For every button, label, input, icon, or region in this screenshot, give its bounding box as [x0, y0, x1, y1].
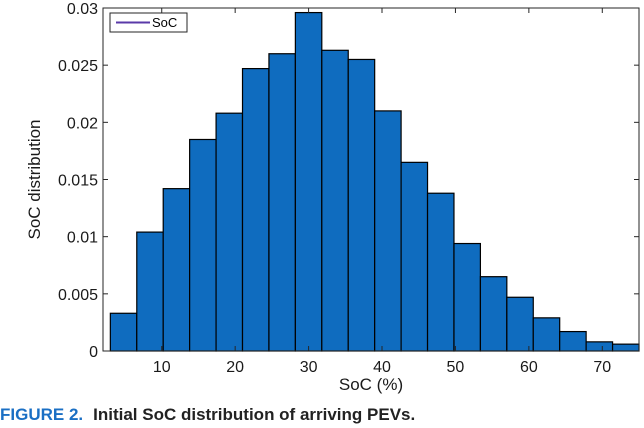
- x-tick-label: 70: [593, 359, 611, 376]
- x-tick-label: 40: [373, 359, 391, 376]
- histogram-bar: [374, 110, 402, 352]
- histogram-bar: [479, 276, 508, 352]
- histogram-bar: [136, 231, 164, 352]
- figure-caption: FIGURE 2. Initial SoC distribution of arr…: [0, 405, 644, 428]
- histogram-chart: 10 20 30 40 50 60 70 0 0.005 0.01 0.015 0.02 0.025 0.…: [25, 1, 640, 394]
- y-tick-label: 0.015: [58, 173, 98, 190]
- histogram-bar: [506, 296, 534, 352]
- histogram-bar: [109, 312, 138, 352]
- histogram-bar: [321, 49, 349, 352]
- histogram-bar: [294, 11, 323, 352]
- y-tick-label: 0: [89, 344, 98, 361]
- y-tick-label: 0.02: [67, 115, 98, 132]
- x-axis-label: SoC (%): [339, 375, 403, 394]
- histogram-bar: [559, 330, 587, 352]
- y-tick-label: 0.025: [58, 58, 98, 75]
- legend-label: SoC: [152, 15, 177, 30]
- histogram-bar: [611, 343, 640, 352]
- x-tick-label: 30: [300, 359, 318, 376]
- y-tick-label: 0.005: [58, 287, 98, 304]
- x-tick-label: 50: [447, 359, 465, 376]
- legend: SoC: [109, 12, 188, 33]
- histogram-bar: [585, 341, 614, 352]
- x-tick-label: 60: [520, 359, 538, 376]
- figure-number: FIGURE 2.: [0, 405, 84, 424]
- y-axis-label: SoC distribution: [25, 119, 44, 239]
- histogram-bar: [347, 58, 376, 352]
- histogram-bar: [268, 53, 296, 352]
- x-tick-label: 20: [226, 359, 244, 376]
- histogram-bar: [453, 242, 482, 352]
- histogram-bar: [426, 192, 455, 352]
- histogram-bar: [189, 138, 217, 352]
- bars-group: [109, 11, 640, 352]
- x-tick-label: 10: [153, 359, 171, 376]
- histogram-bar: [241, 67, 270, 352]
- histogram-bar: [162, 188, 191, 352]
- histogram-bar: [400, 161, 429, 352]
- histogram-bar: [532, 317, 561, 352]
- y-tick-label: 0.03: [67, 1, 98, 18]
- y-tick-label: 0.01: [67, 230, 98, 247]
- ticks-group: 10 20 30 40 50 60 70 0 0.005 0.01 0.015 0.02 0.025 0.…: [58, 1, 639, 376]
- histogram-bar: [215, 112, 244, 352]
- caption-text: Initial SoC distribution of arriving PEV…: [93, 405, 416, 424]
